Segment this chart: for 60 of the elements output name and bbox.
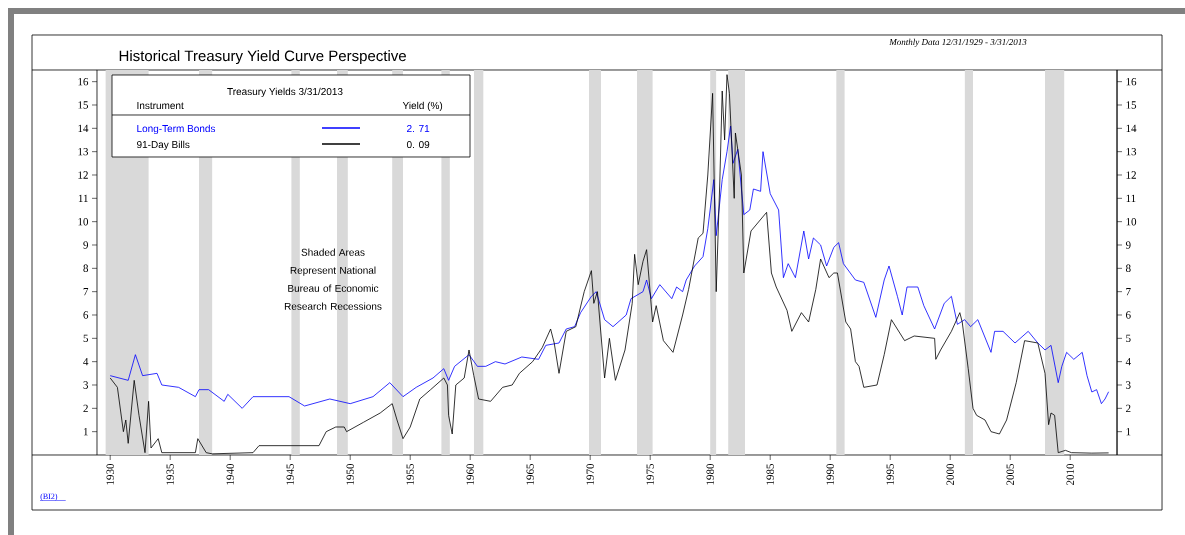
y2-tick-label: 2 — [1126, 404, 1131, 412]
x-tick-label: 1935 — [166, 463, 174, 485]
x-tick-label: 1975 — [646, 463, 654, 485]
y-tick-label: 14 — [78, 124, 89, 132]
x-tick-label: 1970 — [586, 463, 594, 485]
x-tick-label: 1995 — [886, 463, 894, 485]
y2-tick-label: 10 — [1126, 217, 1137, 226]
annotation: 2. 71 — [407, 125, 430, 132]
y-tick-label: 13 — [78, 147, 89, 156]
y-tick-label: 1 — [83, 428, 88, 436]
y-tick-label: 2 — [83, 404, 88, 412]
y-tick-label: 16 — [78, 77, 89, 86]
y-tick-label: 9 — [83, 241, 89, 249]
y2-tick-label: 14 — [1126, 124, 1137, 132]
x-tick-label: 1990 — [826, 463, 834, 485]
x-tick-label: 1955 — [406, 463, 414, 485]
y2-tick-label: 3 — [1126, 381, 1131, 389]
y2-tick-label: 1 — [1126, 428, 1131, 436]
y-tick-label: 4 — [83, 358, 89, 366]
y2-tick-label: 8 — [1125, 264, 1131, 273]
x-tick-label: 2010 — [1066, 463, 1074, 486]
y2-tick-label: 4 — [1125, 358, 1131, 366]
x-tick-label: 1985 — [766, 463, 774, 485]
x-tick-label: 1945 — [286, 463, 294, 485]
annotation: Instrument — [137, 102, 184, 110]
x-tick-label: 1950 — [346, 463, 354, 485]
y-tick-label: 11 — [78, 194, 88, 202]
y2-tick-label: 6 — [1126, 311, 1131, 319]
chart-subtitle: Monthly Data 12/31/1929 - 3/31/2013 — [889, 38, 1027, 47]
y-tick-label: 3 — [83, 381, 89, 389]
y2-tick-label: 16 — [1126, 77, 1137, 86]
y2-tick-label: 11 — [1126, 194, 1136, 202]
annotation: Yield (%) — [402, 101, 443, 112]
y-tick-label: 5 — [83, 334, 89, 342]
x-tick-label: 2005 — [1006, 463, 1014, 486]
x-tick-label: 1960 — [466, 463, 474, 485]
text: 91-Day Bills — [137, 140, 190, 151]
legend-title: Treasury Yields 3/31/2013 — [227, 87, 343, 98]
text: Long-Term Bonds — [137, 124, 216, 135]
y2-tick-label: 7 — [1126, 288, 1131, 296]
x-tick-label: 1980 — [706, 463, 714, 485]
y-tick-label: 10 — [78, 217, 89, 226]
chart-title: Historical Treasury Yield Curve Perspective — [119, 50, 406, 65]
y-tick-label: 6 — [83, 311, 89, 319]
y-tick-label: 15 — [78, 101, 89, 109]
y2-tick-label: 13 — [1126, 147, 1137, 156]
y2-tick-label: 15 — [1126, 101, 1137, 109]
y-tick-label: 12 — [78, 171, 88, 179]
annotation: Shaded Areas Represent National Bureau of Economic Research Recessions — [284, 248, 382, 310]
y2-tick-label: 5 — [1126, 334, 1131, 342]
y-tick-label: 7 — [83, 288, 89, 296]
y2-tick-label: 9 — [1125, 241, 1131, 249]
x-tick-label: 1940 — [226, 463, 234, 485]
annotation: 0. 09 — [406, 141, 430, 149]
y2-tick-label: 12 — [1126, 171, 1136, 179]
x-tick-label: 1930 — [106, 463, 114, 485]
text: (BI2) — [40, 493, 58, 501]
y-tick-label: 8 — [83, 264, 89, 273]
x-tick-label: 1965 — [526, 463, 534, 485]
x-tick-label: 2000 — [946, 463, 954, 486]
